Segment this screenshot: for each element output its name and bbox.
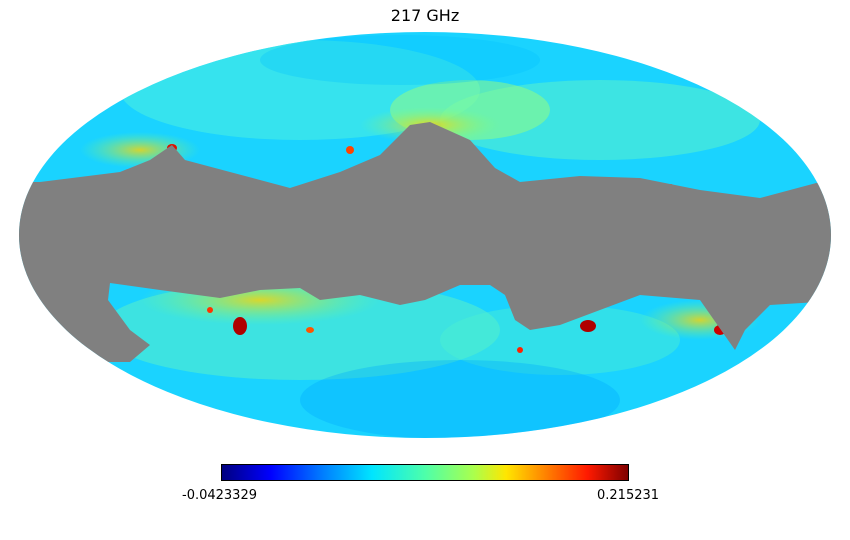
- map-title: 217 GHz: [390, 6, 460, 25]
- colorbar-min-label: -0.0423329: [182, 488, 257, 503]
- galactic-mask: [19, 122, 831, 362]
- colorbar: [221, 464, 629, 481]
- colorbar-max-label: 0.215231: [597, 488, 660, 503]
